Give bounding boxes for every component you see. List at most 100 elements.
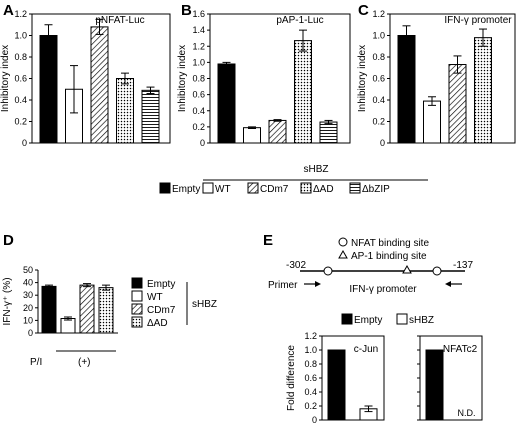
bar	[141, 89, 160, 144]
legend-swatch	[131, 303, 143, 315]
y-tick-label: 0.8	[304, 359, 317, 369]
bar	[448, 64, 467, 144]
y-tick-label: 0.6	[192, 90, 205, 100]
y-tick-label: 0.2	[304, 401, 317, 411]
legend-label: Empty	[147, 279, 175, 290]
panel-letter-b: B	[181, 2, 192, 19]
legend-swatch	[341, 313, 353, 325]
y-tick-label: 20	[23, 303, 33, 313]
y-axis-label: Inhibitory index	[177, 45, 188, 112]
ap1-site	[402, 264, 412, 274]
y-axis-label: IFN-γ⁺ (%)	[2, 277, 13, 325]
y-tick-label: 0.6	[304, 373, 317, 383]
primer-label: Primer	[268, 280, 298, 291]
y-tick-label: 0.6	[14, 74, 27, 84]
legend-swatch	[349, 182, 361, 194]
bar	[116, 78, 134, 144]
y-tick-label: 0	[22, 138, 27, 148]
nfat-site-right	[432, 266, 442, 276]
y-tick-label: 0	[28, 328, 33, 338]
legend-swatch	[131, 316, 143, 328]
chart-ifng-percent: 0 10 20 30 40 50 IFN-γ⁺ (%) P/I (+)	[2, 265, 118, 368]
y-axis-label: Inhibitory index	[357, 45, 368, 112]
chart-pnfat-luc: 0 0.2 0.4 0.6 0.8 1.0 1.2 Inhibitory index pNFAT…	[0, 9, 171, 148]
primer-reverse-arrowhead	[445, 281, 451, 287]
chart-title: IFN-γ promoter	[444, 15, 512, 26]
bar	[79, 284, 95, 334]
y-tick-label: 0.4	[192, 106, 205, 116]
y-tick-label: 1.2	[192, 41, 205, 51]
bar	[60, 318, 76, 334]
bar	[98, 287, 114, 334]
bar	[423, 100, 441, 144]
bar	[327, 349, 346, 421]
bar	[90, 26, 109, 144]
y-tick-label: 1.2	[304, 331, 317, 341]
legend-label: Empty	[354, 315, 382, 326]
right-position-label: -137	[453, 260, 473, 271]
legend-label: Empty	[172, 184, 200, 195]
promoter-label: IFN-γ promoter	[349, 284, 417, 295]
legend-label: ΔAD	[147, 318, 168, 329]
y-tick-label: 0.8	[192, 74, 205, 84]
legend-abc: sHBZ Empty WT CDm7 ΔAD ΔbZIP	[159, 164, 428, 195]
chart-nfatc2: NFATc2 N.D.	[417, 335, 483, 421]
nfat-site-legend-icon	[338, 237, 348, 247]
legend-swatch	[159, 182, 171, 194]
bar	[319, 121, 338, 144]
legend-label: WT	[215, 184, 231, 195]
y-tick-label: 0.8	[14, 52, 27, 62]
promoter-diagram: NFAT binding site AP-1 binding site -302…	[268, 237, 473, 295]
legend-d: Empty WT CDm7 ΔAD	[131, 277, 176, 329]
legend-label: CDm7	[147, 305, 176, 316]
nfat-site-label: NFAT binding site	[351, 238, 429, 249]
legend-label: ΔAD	[313, 184, 334, 195]
sHBZ-group-label: sHBZ	[304, 164, 329, 175]
y-axis-label: Fold difference	[286, 345, 297, 411]
bar	[294, 40, 312, 144]
legend-label: WT	[147, 292, 163, 303]
y-tick-label: 0.6	[372, 74, 385, 84]
y-tick-label: 0	[312, 415, 317, 425]
y-tick-label: 0	[200, 138, 205, 148]
nfat-site-left	[323, 266, 333, 276]
primer-forward-arrowhead	[315, 281, 321, 287]
bar	[243, 127, 261, 144]
chart-title: pNFAT-Luc	[95, 15, 144, 26]
chart-cjun: 0 0.2 0.4 0.6 0.8 1.0 1.2 Fold difference c-Jun	[286, 331, 385, 425]
legend-swatch	[247, 182, 259, 194]
y-axis-label: Inhibitory index	[0, 45, 11, 112]
chart-pap1-luc: 0 0.2 0.4 0.6 0.8 1.0 1.2 1.4 1.6 Inhibitory inde…	[177, 9, 351, 148]
y-tick-label: 1.2	[14, 9, 27, 19]
legend-swatch	[202, 182, 214, 194]
y-tick-label: 0.2	[192, 122, 205, 132]
legend-d-sHBZ-label: sHBZ	[192, 299, 217, 310]
bar	[397, 35, 416, 144]
y-tick-label: 0.2	[14, 117, 27, 127]
left-position-label: -302	[286, 260, 306, 271]
panel-letter-d: D	[3, 232, 14, 249]
chart-ifng-promoter: 0 0.2 0.4 0.6 0.8 1.0 1.2 Inhibitory index IFN-γ…	[357, 9, 516, 148]
panel-letter-e: E	[263, 232, 273, 249]
y-tick-label: 1.4	[192, 25, 205, 35]
nd-annotation: N.D.	[458, 408, 476, 418]
chart-title: NFATc2	[443, 344, 478, 355]
bar	[425, 349, 444, 421]
bar	[217, 63, 236, 144]
y-tick-label: 1.6	[192, 9, 205, 19]
legend-e: Empty sHBZ	[341, 313, 434, 326]
y-tick-label: 0.4	[14, 95, 27, 105]
y-tick-label: 0.8	[372, 52, 385, 62]
y-tick-label: 10	[23, 315, 33, 325]
chart-title: pAP-1-Luc	[276, 15, 323, 26]
legend-swatch	[131, 277, 143, 289]
ap1-site-legend-icon	[338, 249, 348, 259]
y-tick-label: 1.0	[14, 31, 27, 41]
ap1-site-label: AP-1 binding site	[351, 251, 427, 262]
x-label-pi: P/I	[30, 357, 42, 368]
y-tick-label: 0.2	[372, 117, 385, 127]
y-tick-label: 1.0	[192, 57, 205, 67]
legend-label: sHBZ	[409, 315, 434, 326]
y-tick-label: 50	[23, 265, 33, 275]
legend-label: ΔbZIP	[362, 184, 390, 195]
